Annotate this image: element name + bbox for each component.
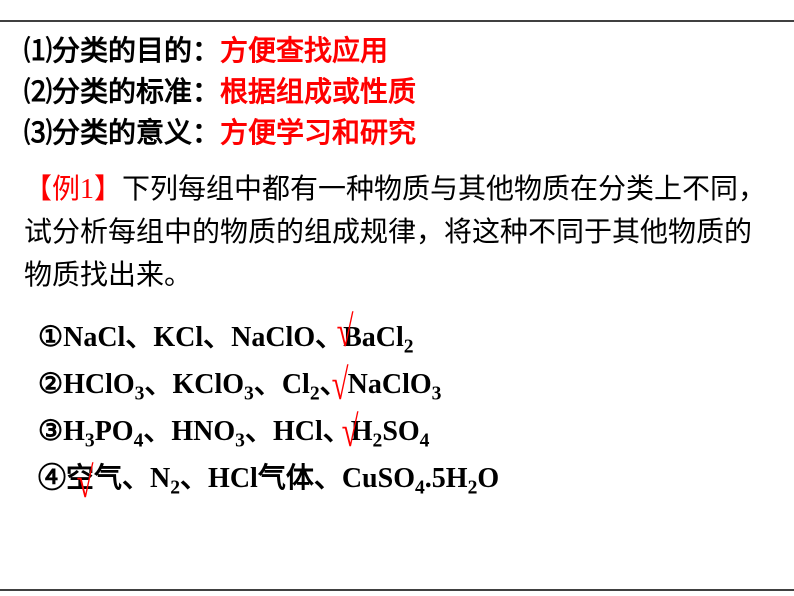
option-num: ③ bbox=[38, 416, 63, 447]
def-label: 分类的意义： bbox=[52, 118, 220, 149]
definition-row: ⑶分类的意义：方便学习和研究 bbox=[24, 114, 774, 153]
rule-bottom bbox=[0, 589, 794, 591]
definition-row: ⑴分类的目的：方便查找应用 bbox=[24, 32, 774, 71]
option-items: HClO3、KClO3、Cl2、NaClO3 bbox=[63, 369, 441, 400]
option-row: √ ①NaCl、KCl、NaClO、BaCl2 bbox=[38, 316, 774, 363]
definitions-block: ⑴分类的目的：方便查找应用 ⑵分类的标准：根据组成或性质 ⑶分类的意义：方便学习… bbox=[24, 32, 774, 154]
slide-page: ⑴分类的目的：方便查找应用 ⑵分类的标准：根据组成或性质 ⑶分类的意义：方便学习… bbox=[0, 0, 794, 596]
options-block: √ ①NaCl、KCl、NaClO、BaCl2 √ ②HClO3、KClO3、C… bbox=[38, 316, 774, 504]
example-block: 【例1】下列每组中都有一种物质与其他物质在分类上不同，试分析每组中的物质的组成规… bbox=[24, 168, 774, 298]
option-num: ① bbox=[38, 322, 63, 353]
def-value: 方便学习和研究 bbox=[220, 118, 416, 149]
example-tag: 【例1】 bbox=[24, 174, 122, 205]
option-row: √ ②HClO3、KClO3、Cl2、NaClO3 bbox=[38, 363, 774, 410]
rule-top bbox=[0, 20, 794, 22]
def-num: ⑴ bbox=[24, 36, 52, 67]
definition-row: ⑵分类的标准：根据组成或性质 bbox=[24, 73, 774, 112]
option-items: 空气、N2、HCl气体、CuSO4.5H2O bbox=[66, 463, 499, 494]
option-num: ② bbox=[38, 369, 63, 400]
def-label: 分类的目的： bbox=[52, 36, 220, 67]
def-num: ⑵ bbox=[24, 77, 52, 108]
def-num: ⑶ bbox=[24, 118, 52, 149]
option-row: √ ④空气、N2、HCl气体、CuSO4.5H2O bbox=[38, 457, 774, 504]
example-text: 下列每组中都有一种物质与其他物质在分类上不同，试分析每组中的物质的组成规律，将这… bbox=[24, 174, 766, 292]
option-num: ④ bbox=[38, 463, 66, 494]
option-items: NaCl、KCl、NaClO、BaCl2 bbox=[63, 322, 413, 353]
def-value: 方便查找应用 bbox=[220, 36, 388, 67]
def-label: 分类的标准： bbox=[52, 77, 220, 108]
option-items: H3PO4、HNO3、HCl、H2SO4 bbox=[63, 416, 429, 447]
def-value: 根据组成或性质 bbox=[220, 77, 416, 108]
option-row: √ ③H3PO4、HNO3、HCl、H2SO4 bbox=[38, 410, 774, 457]
